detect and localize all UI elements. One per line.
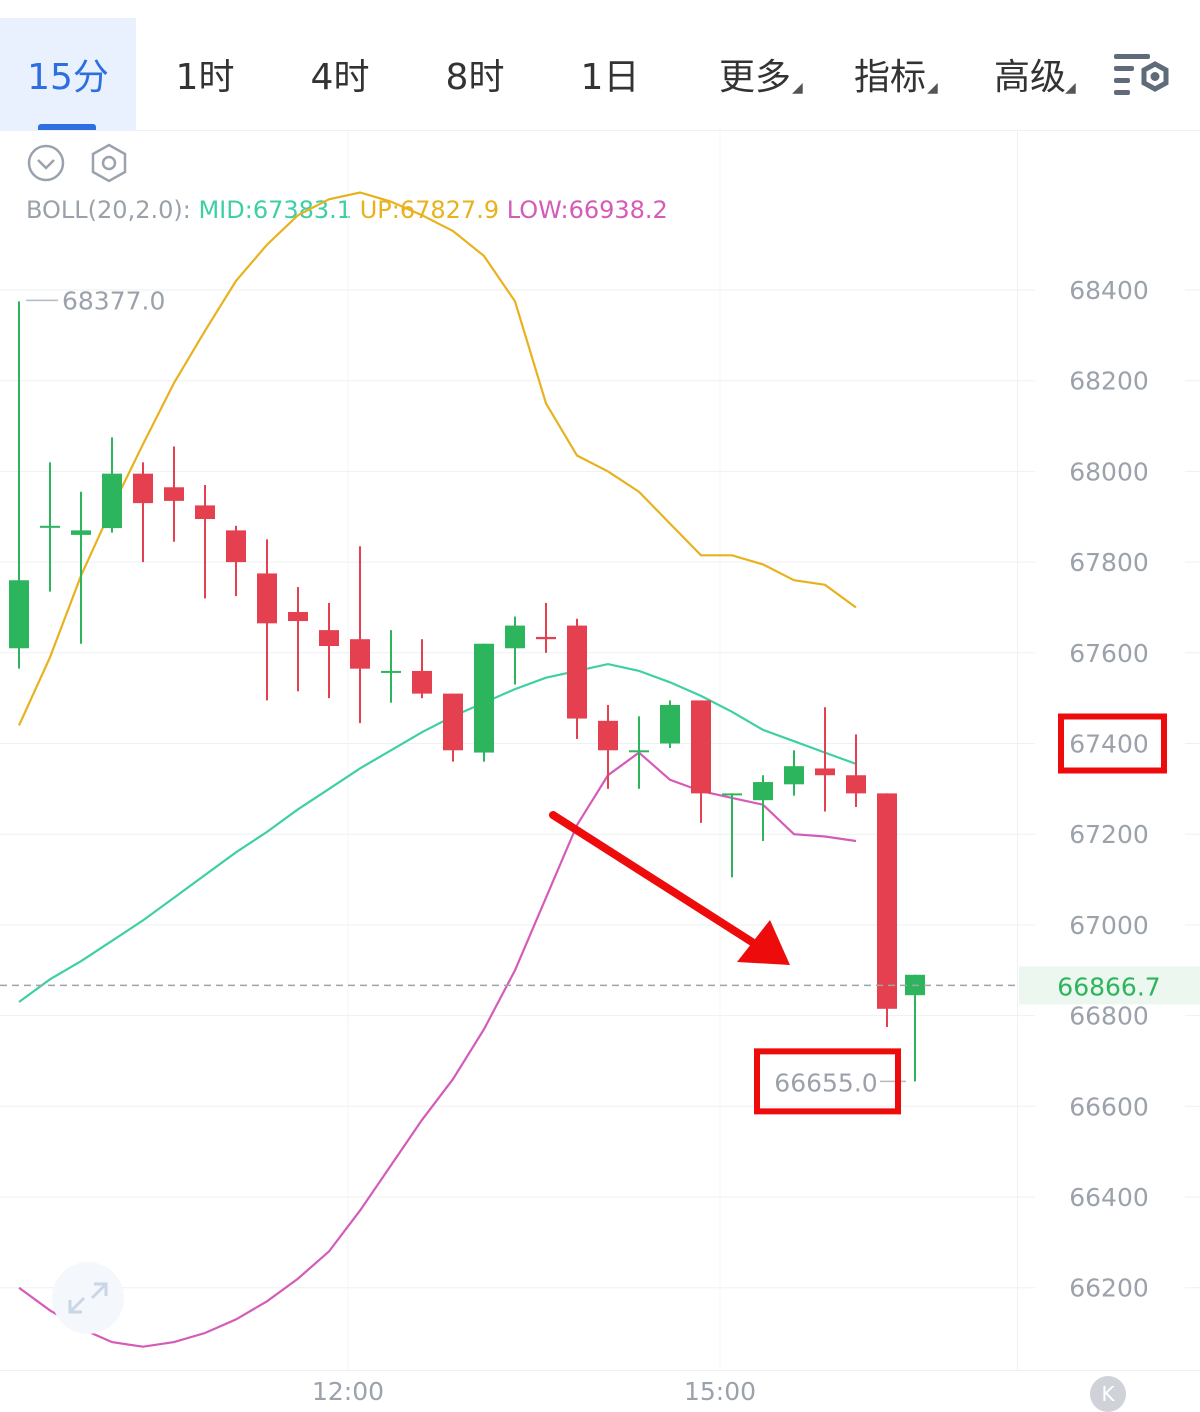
boll-up-value: 67827.9 — [399, 196, 500, 224]
boll-up-label: UP: — [359, 196, 400, 224]
y-tick-label: 68200 — [1069, 367, 1149, 396]
y-tick-label: 67800 — [1069, 548, 1149, 577]
tab-indicators[interactable]: 指标 ◢ — [835, 18, 945, 130]
price-axis-separator — [1017, 131, 1018, 1371]
candle-body — [598, 720, 618, 751]
y-tick-label: 68400 — [1069, 276, 1149, 305]
candle-body — [412, 670, 432, 694]
boll-low-value: 66938.2 — [568, 196, 668, 224]
boll-upper-line — [17, 191, 857, 726]
current-price-label: 66866.7 — [1057, 972, 1160, 1001]
y-tick-label: 67400 — [1069, 730, 1149, 759]
candle-body — [877, 793, 897, 1009]
y-tick-label: 68000 — [1069, 457, 1149, 486]
grid-lines — [0, 131, 1200, 1370]
y-tick-label: 67200 — [1069, 820, 1149, 849]
tab-1d[interactable]: 1日 — [555, 18, 665, 130]
tab-label: 高级 — [993, 57, 1066, 98]
time-axis-line — [0, 1370, 1200, 1371]
trend-arrow-head — [737, 920, 790, 965]
dropdown-corner-icon: ◢ — [792, 80, 803, 96]
boll-low-label: LOW: — [506, 196, 569, 224]
candlestick-chart[interactable]: 68400 68200 68000 67800 67600 67400 67200 67000… — [0, 131, 1200, 1412]
axis-highlight-box — [1058, 713, 1167, 774]
candle-body — [164, 487, 184, 501]
tab-more[interactable]: 更多 ◢ — [700, 18, 810, 130]
min-highlight-box — [754, 1048, 901, 1115]
candle-body — [691, 700, 711, 794]
candle-body — [722, 793, 742, 796]
x-tick-label: 12:00 — [312, 1377, 384, 1406]
candle-body — [660, 704, 680, 744]
tab-label: 1时 — [175, 57, 235, 98]
tab-4h[interactable]: 4时 — [285, 18, 395, 130]
tab-label: 指标 — [853, 57, 926, 98]
tab-label: 4时 — [310, 57, 370, 98]
time-axis: 12:00 15:00 — [312, 1377, 756, 1406]
candle-body — [536, 636, 556, 640]
tab-8h[interactable]: 8时 — [420, 18, 530, 130]
candle-body — [71, 530, 91, 535]
dropdown-corner-icon: ◢ — [1065, 80, 1076, 96]
current-price-tag — [1019, 966, 1200, 1005]
tab-label: 15分 — [27, 57, 109, 98]
dropdown-corner-icon: ◢ — [927, 80, 938, 96]
y-tick-label: 66200 — [1069, 1274, 1149, 1303]
chevron-down-circle-icon[interactable] — [26, 143, 66, 183]
candles — [9, 301, 925, 1082]
y-tick-label: 66600 — [1069, 1092, 1149, 1121]
max-price-label: 68377.0 — [62, 286, 165, 315]
candle-body — [319, 630, 339, 646]
bollinger-bands — [17, 191, 857, 1348]
boll-legend: BOLL(20,2.0): MID:67383.1 UP:67827.9 LOW… — [26, 196, 668, 224]
candle-body — [753, 782, 773, 801]
x-tick-label: 15:00 — [684, 1377, 756, 1406]
candle-body — [474, 643, 494, 753]
tab-advanced[interactable]: 高级 ◢ — [975, 18, 1085, 130]
hexagon-settings-icon[interactable] — [89, 143, 129, 183]
y-tick-label: 67000 — [1069, 911, 1149, 940]
y-tick-label: 66800 — [1069, 1002, 1149, 1031]
expand-arrows-icon — [68, 1282, 108, 1314]
candle-body — [443, 693, 463, 751]
boll-mid-label: MID: — [198, 196, 253, 224]
k-badge-icon[interactable]: K — [1090, 1376, 1126, 1412]
candle-body — [784, 766, 804, 785]
candle-body — [288, 611, 308, 622]
candle-body — [505, 625, 525, 649]
tab-label: 8时 — [445, 57, 505, 98]
candle-body — [40, 525, 60, 528]
candle-body — [846, 775, 866, 794]
candle-body — [133, 473, 153, 504]
candle-body — [195, 505, 215, 520]
list-settings-icon[interactable] — [1112, 50, 1174, 100]
expand-button[interactable] — [52, 1262, 124, 1334]
min-price-label: 66655.0 — [774, 1068, 877, 1097]
tab-1h[interactable]: 1时 — [150, 18, 260, 130]
timeframe-tabbar: 15分 1时 4时 8时 1日 更多 ◢ 指标 ◢ 高级 ◢ — [0, 0, 1200, 131]
candle-body — [629, 750, 649, 753]
tab-label: 1日 — [580, 57, 640, 98]
candle-body — [815, 768, 835, 776]
tab-label: 更多 — [718, 57, 791, 98]
tab-15m[interactable]: 15分 — [0, 18, 136, 130]
candle-body — [350, 639, 370, 669]
candle-body — [9, 580, 29, 649]
k-badge-label: K — [1101, 1382, 1115, 1406]
annotations: 68377.0 66866.7 66655.0 — [0, 286, 1200, 1115]
boll-prefix: BOLL(20,2.0): — [26, 196, 191, 224]
candle-body — [567, 625, 587, 719]
trend-arrow-shaft — [549, 811, 756, 946]
y-tick-label: 66400 — [1069, 1183, 1149, 1212]
boll-lower-line — [18, 751, 857, 1348]
boll-mid-line — [18, 662, 857, 1003]
candle-body — [102, 473, 122, 529]
candle-body — [381, 670, 401, 673]
candle-body — [226, 530, 246, 563]
boll-mid-value: 67383.1 — [252, 196, 353, 224]
active-tab-indicator — [38, 124, 96, 130]
price-axis: 68400 68200 68000 67800 67600 67400 67200 67000… — [1069, 276, 1149, 1303]
y-tick-label: 67600 — [1069, 639, 1149, 668]
candle-body — [257, 573, 277, 624]
